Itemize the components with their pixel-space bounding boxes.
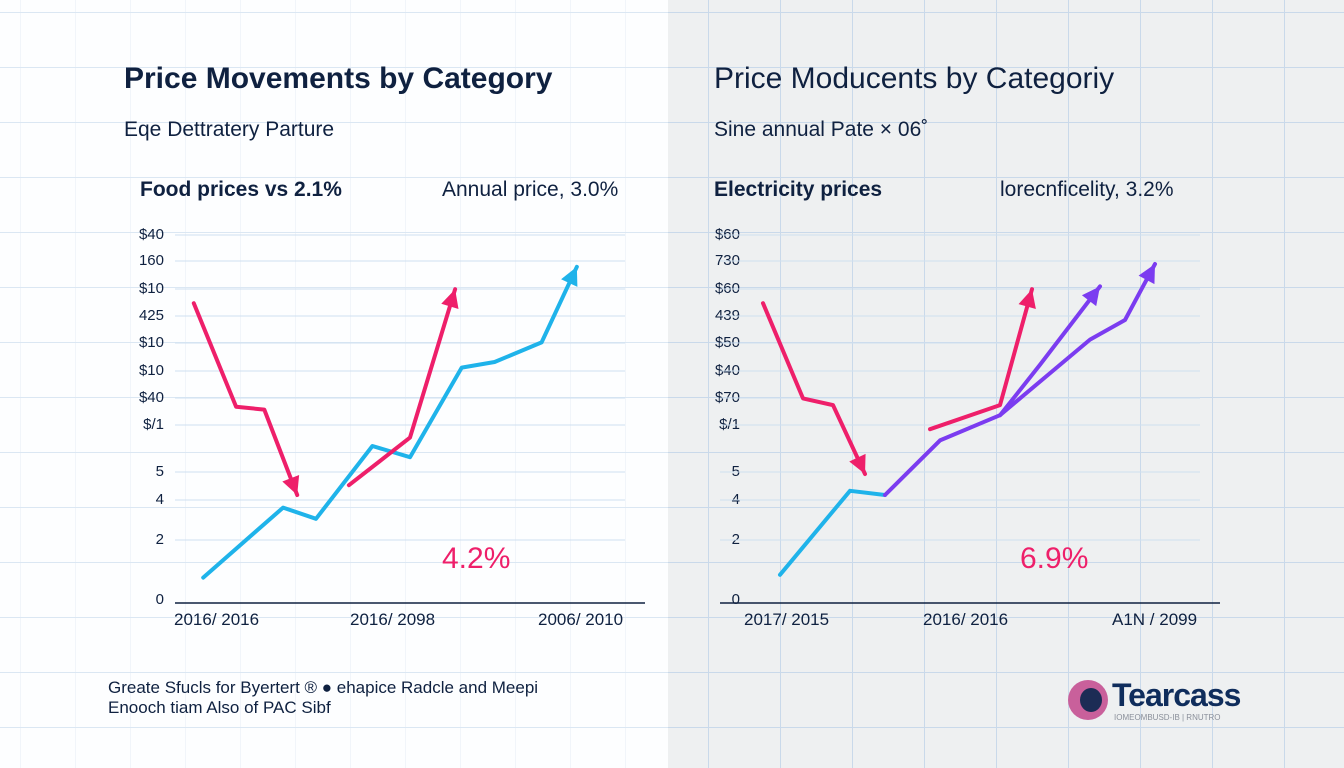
left-series-label-1: Food prices vs 2.1% — [140, 178, 342, 201]
arrowhead — [561, 266, 578, 287]
left-x-tick: 2006/ 2010 — [538, 610, 624, 629]
left-x-tick: 2016/ 2098 — [350, 610, 436, 629]
data-point — [262, 408, 266, 412]
data-point — [1123, 318, 1127, 322]
data-point — [281, 506, 285, 510]
left-x-tick: 2016/ 2016 — [174, 610, 260, 629]
right-chart-subtitle: Sine annual Pate × 06˚ — [714, 118, 929, 141]
data-point — [493, 360, 497, 364]
y-tick-label: 425 — [138, 307, 164, 324]
data-point — [347, 483, 351, 487]
arrowhead — [282, 474, 300, 495]
left-panel — [0, 0, 668, 768]
data-point — [370, 444, 374, 448]
data-point — [1088, 338, 1092, 342]
right-series-label-1: Electricity prices — [714, 178, 883, 201]
arrowhead — [441, 289, 459, 310]
logo-icon — [1068, 680, 1108, 720]
data-point — [314, 517, 318, 521]
data-point — [998, 403, 1002, 407]
data-point — [928, 427, 932, 431]
left-chart-title: Price Movements by Category — [124, 62, 553, 95]
y-tick-label: 5 — [155, 463, 164, 480]
y-tick-label: 160 — [138, 252, 164, 269]
right-x-tick: A1N / 2099 — [1112, 610, 1198, 629]
y-tick-label: $10 — [138, 362, 164, 379]
y-tick-label: 4 — [155, 491, 164, 508]
right-series-label-2: lorecnficelity, 3.2% — [1000, 178, 1174, 201]
right-x-tick: 2017/ 2015 — [744, 610, 830, 629]
right-annotation: 6.9% — [1020, 542, 1089, 575]
y-tick-label: 0 — [155, 591, 164, 608]
data-point — [192, 301, 196, 305]
series-line — [191, 301, 300, 497]
y-tick-label: $40 — [138, 389, 164, 406]
y-tick-label: $/1 — [143, 416, 164, 433]
data-point — [848, 489, 852, 493]
series-line — [761, 301, 867, 476]
arrowhead — [1138, 264, 1155, 285]
data-point — [1038, 363, 1042, 367]
footer-line-1: Greate Sfucls for Byertert ® ● ehapice R… — [108, 678, 539, 697]
series-line — [201, 264, 579, 580]
data-point — [460, 366, 464, 370]
data-point — [883, 493, 887, 497]
data-point — [831, 403, 835, 407]
series-line — [998, 262, 1157, 418]
y-tick-label: $10 — [138, 334, 164, 351]
right-x-tick: 2016/ 2016 — [923, 610, 1009, 629]
data-point — [778, 573, 782, 577]
data-point — [998, 413, 1002, 417]
y-tick-label: $40 — [138, 226, 164, 243]
arrowhead — [1018, 289, 1036, 309]
logo-name: Tearcass — [1112, 677, 1241, 713]
right-chart-title: Price Moducents by Categoriy — [714, 62, 1115, 95]
y-tick-label: 0 — [731, 591, 740, 608]
data-point — [408, 436, 412, 440]
data-point — [938, 438, 942, 442]
data-point — [801, 396, 805, 400]
left-chart-subtitle: Eqe Dettratery Parture — [124, 118, 335, 141]
data-point — [201, 576, 205, 580]
left-series-label-2: Annual price, 3.0% — [442, 178, 619, 201]
logo-tagline: IOMEOMBUSD-IB | RNUTRO — [1114, 713, 1221, 722]
series-line — [928, 287, 1034, 432]
right-panel — [668, 0, 1344, 768]
y-tick-label: 2 — [155, 531, 164, 548]
arrowhead — [849, 453, 866, 474]
y-tick-label: $10 — [138, 280, 164, 297]
series-line — [883, 284, 1102, 497]
footer-line-2: Enooch tiam Also of PAC Sibf — [108, 698, 331, 717]
left-annotation: 4.2% — [442, 542, 511, 575]
arrowhead — [1081, 286, 1100, 307]
data-point — [408, 455, 412, 459]
data-point — [761, 301, 765, 305]
data-point — [540, 340, 544, 344]
data-point — [234, 405, 238, 409]
series-line — [778, 488, 887, 577]
